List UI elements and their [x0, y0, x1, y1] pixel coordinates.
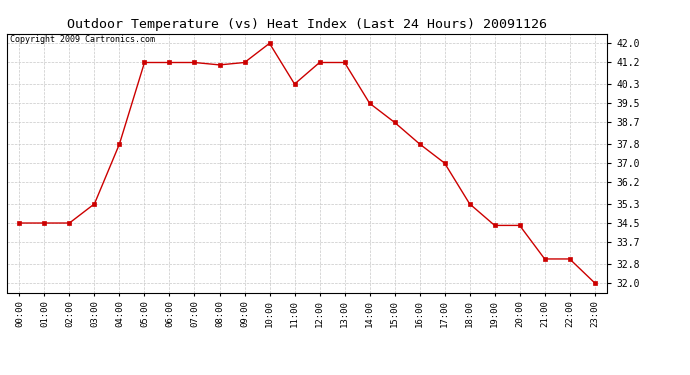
Title: Outdoor Temperature (vs) Heat Index (Last 24 Hours) 20091126: Outdoor Temperature (vs) Heat Index (Las…	[67, 18, 547, 31]
Text: Copyright 2009 Cartronics.com: Copyright 2009 Cartronics.com	[10, 35, 155, 44]
